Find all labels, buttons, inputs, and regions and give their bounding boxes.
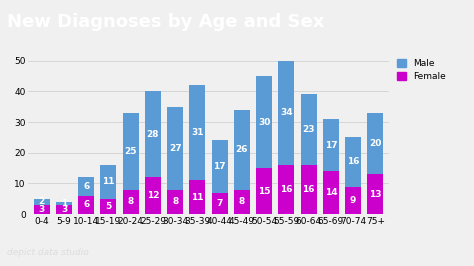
Text: 13: 13 (369, 190, 382, 199)
Text: 17: 17 (213, 162, 226, 171)
Bar (256, 76, 272, 168)
Text: 12: 12 (147, 191, 159, 200)
Bar (34, 205, 50, 214)
Text: 30: 30 (258, 118, 270, 127)
Bar (345, 138, 361, 186)
Bar (367, 174, 383, 214)
Bar (123, 190, 139, 214)
Bar (212, 140, 228, 193)
Text: 14: 14 (325, 188, 337, 197)
Bar (278, 165, 294, 214)
Bar (100, 165, 117, 199)
Text: 25: 25 (125, 147, 137, 156)
Text: 11: 11 (191, 193, 204, 202)
Bar (323, 171, 339, 214)
Text: 28: 28 (147, 130, 159, 139)
Bar (301, 165, 317, 214)
Bar (123, 113, 139, 190)
Text: 11: 11 (102, 177, 115, 186)
Text: 8: 8 (239, 197, 245, 206)
Text: 16: 16 (347, 157, 359, 167)
Bar (256, 168, 272, 214)
Bar (34, 199, 50, 205)
Text: 8: 8 (128, 197, 134, 206)
Bar (212, 193, 228, 214)
Bar (190, 85, 205, 180)
Bar (301, 94, 317, 165)
Bar (100, 199, 117, 214)
Text: 7: 7 (217, 199, 223, 208)
Bar (234, 190, 250, 214)
Bar (56, 202, 72, 205)
Text: 6: 6 (83, 200, 90, 209)
Text: 20: 20 (369, 139, 382, 148)
Text: depict data studio: depict data studio (7, 248, 89, 257)
Bar (278, 61, 294, 165)
Bar (323, 119, 339, 171)
Text: 1: 1 (61, 199, 67, 208)
Text: 9: 9 (350, 196, 356, 205)
Text: 31: 31 (191, 128, 204, 137)
Text: 8: 8 (172, 197, 178, 206)
Text: 2: 2 (39, 197, 45, 206)
Text: 3: 3 (61, 205, 67, 214)
Text: 16: 16 (280, 185, 292, 194)
Text: 34: 34 (280, 108, 293, 117)
Text: 26: 26 (236, 145, 248, 154)
Legend: Male, Female: Male, Female (397, 59, 446, 81)
Text: 5: 5 (105, 202, 111, 211)
Bar (167, 107, 183, 190)
Bar (56, 205, 72, 214)
Bar (145, 177, 161, 214)
Text: 23: 23 (302, 125, 315, 134)
Bar (78, 177, 94, 196)
Text: 6: 6 (83, 182, 90, 191)
Bar (190, 180, 205, 214)
Text: 17: 17 (325, 140, 337, 149)
Text: 16: 16 (302, 185, 315, 194)
Text: 27: 27 (169, 144, 182, 153)
Bar (345, 186, 361, 214)
Bar (167, 190, 183, 214)
Bar (367, 113, 383, 174)
Bar (234, 110, 250, 190)
Text: 3: 3 (39, 205, 45, 214)
Bar (145, 91, 161, 177)
Bar (78, 196, 94, 214)
Text: New Diagnoses by Age and Sex: New Diagnoses by Age and Sex (7, 13, 325, 31)
Text: 15: 15 (258, 187, 270, 196)
